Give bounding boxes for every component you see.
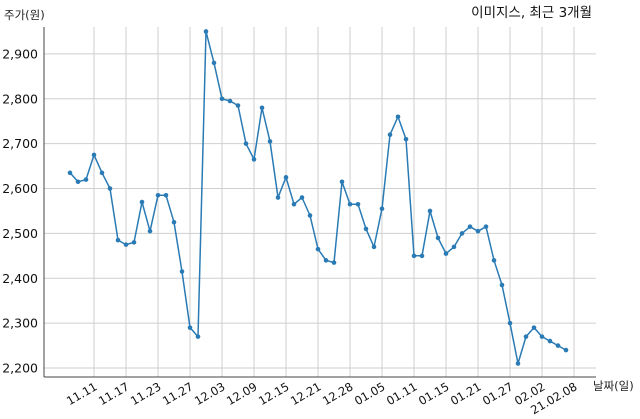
x-tick-labels: 11.1111.1711.2311.2712.0312.0912.1512.21… xyxy=(64,379,580,417)
y-tick-label: 2,200 xyxy=(2,361,38,376)
data-point xyxy=(267,139,273,144)
data-point xyxy=(203,29,209,34)
data-point xyxy=(243,141,249,146)
data-point xyxy=(275,195,281,200)
data-point xyxy=(563,347,569,353)
data-point xyxy=(419,253,425,259)
data-point xyxy=(347,201,353,207)
data-point xyxy=(187,325,193,330)
data-point xyxy=(315,246,321,252)
x-tick-label: 12.03 xyxy=(192,379,228,408)
x-tick-label: 12.21 xyxy=(288,379,324,408)
data-point xyxy=(131,240,137,245)
x-tick-label: 11.17 xyxy=(96,379,132,408)
data-point xyxy=(219,96,225,102)
data-point xyxy=(371,244,377,250)
data-point xyxy=(515,361,521,366)
data-point xyxy=(323,258,329,263)
data-point xyxy=(499,282,505,288)
data-point xyxy=(155,192,161,198)
data-point xyxy=(363,226,369,232)
data-point xyxy=(403,136,409,142)
data-point xyxy=(91,152,97,158)
axes xyxy=(43,27,596,378)
data-point xyxy=(451,244,457,250)
data-point xyxy=(475,228,481,234)
data-point xyxy=(195,334,201,339)
data-point xyxy=(163,192,169,198)
data-point xyxy=(99,170,105,176)
data-point xyxy=(251,157,257,162)
data-point xyxy=(539,334,545,339)
x-tick-label: 01.27 xyxy=(480,379,516,408)
data-point xyxy=(107,186,113,191)
data-point xyxy=(483,224,489,229)
x-tick-label: 01.05 xyxy=(352,379,388,408)
x-tick-label: 12.09 xyxy=(224,379,260,408)
data-point xyxy=(235,103,241,108)
data-point xyxy=(387,132,393,137)
data-point xyxy=(259,105,265,111)
data-point xyxy=(83,177,89,182)
data-point xyxy=(523,334,529,339)
data-point xyxy=(339,179,345,185)
data-point xyxy=(171,219,177,225)
data-point xyxy=(547,338,553,344)
data-point xyxy=(395,114,401,120)
y-tick-label: 2,800 xyxy=(2,91,38,106)
grid xyxy=(44,27,596,377)
chart-title: 이미지스, 최근 3개월 xyxy=(471,5,592,21)
x-tick-label: 12.15 xyxy=(256,379,292,408)
data-point xyxy=(123,242,129,247)
data-point xyxy=(459,231,465,236)
x-tick-label: 12.28 xyxy=(320,379,356,408)
x-tick-label: 11.11 xyxy=(64,379,100,408)
data-point xyxy=(283,175,289,180)
data-point xyxy=(427,208,433,214)
data-point xyxy=(507,320,513,326)
data-point xyxy=(67,170,73,176)
data-point xyxy=(139,199,145,205)
data-point xyxy=(147,228,153,234)
x-tick-label: 01.15 xyxy=(416,379,452,408)
data-point xyxy=(491,258,497,263)
y-tick-label: 2,900 xyxy=(2,46,38,61)
y-tick-label: 2,300 xyxy=(2,316,38,331)
data-point xyxy=(75,179,81,185)
y-tick-label: 2,600 xyxy=(2,181,38,196)
data-point xyxy=(531,325,537,330)
data-point xyxy=(291,201,297,207)
data-point xyxy=(299,195,305,200)
x-axis-label: 날짜(일) xyxy=(593,379,634,393)
x-tick-label: 11.27 xyxy=(160,379,196,408)
data-point xyxy=(435,235,441,241)
series-price xyxy=(67,29,569,366)
data-point xyxy=(467,224,473,229)
data-point xyxy=(555,343,561,348)
data-point xyxy=(443,251,449,256)
data-point xyxy=(211,60,217,66)
data-point xyxy=(179,269,185,274)
data-point xyxy=(115,237,121,243)
x-tick-label: 01.21 xyxy=(448,379,484,408)
data-point xyxy=(331,260,337,265)
data-point xyxy=(227,98,233,104)
data-point xyxy=(307,213,313,218)
y-tick-label: 2,500 xyxy=(2,226,38,241)
x-tick-label: 01.11 xyxy=(384,379,420,408)
y-tick-label: 2,700 xyxy=(2,136,38,151)
y-axis-label: 주가(원) xyxy=(4,8,45,22)
y-tick-label: 2,400 xyxy=(2,271,38,286)
y-tick-labels: 2,200 2,300 2,400 2,500 2,600 2,700 2,800 2,900 xyxy=(2,46,38,375)
data-point xyxy=(411,253,417,259)
x-tick-label: 11.23 xyxy=(128,379,164,408)
data-point xyxy=(379,206,385,212)
data-point xyxy=(355,201,361,207)
